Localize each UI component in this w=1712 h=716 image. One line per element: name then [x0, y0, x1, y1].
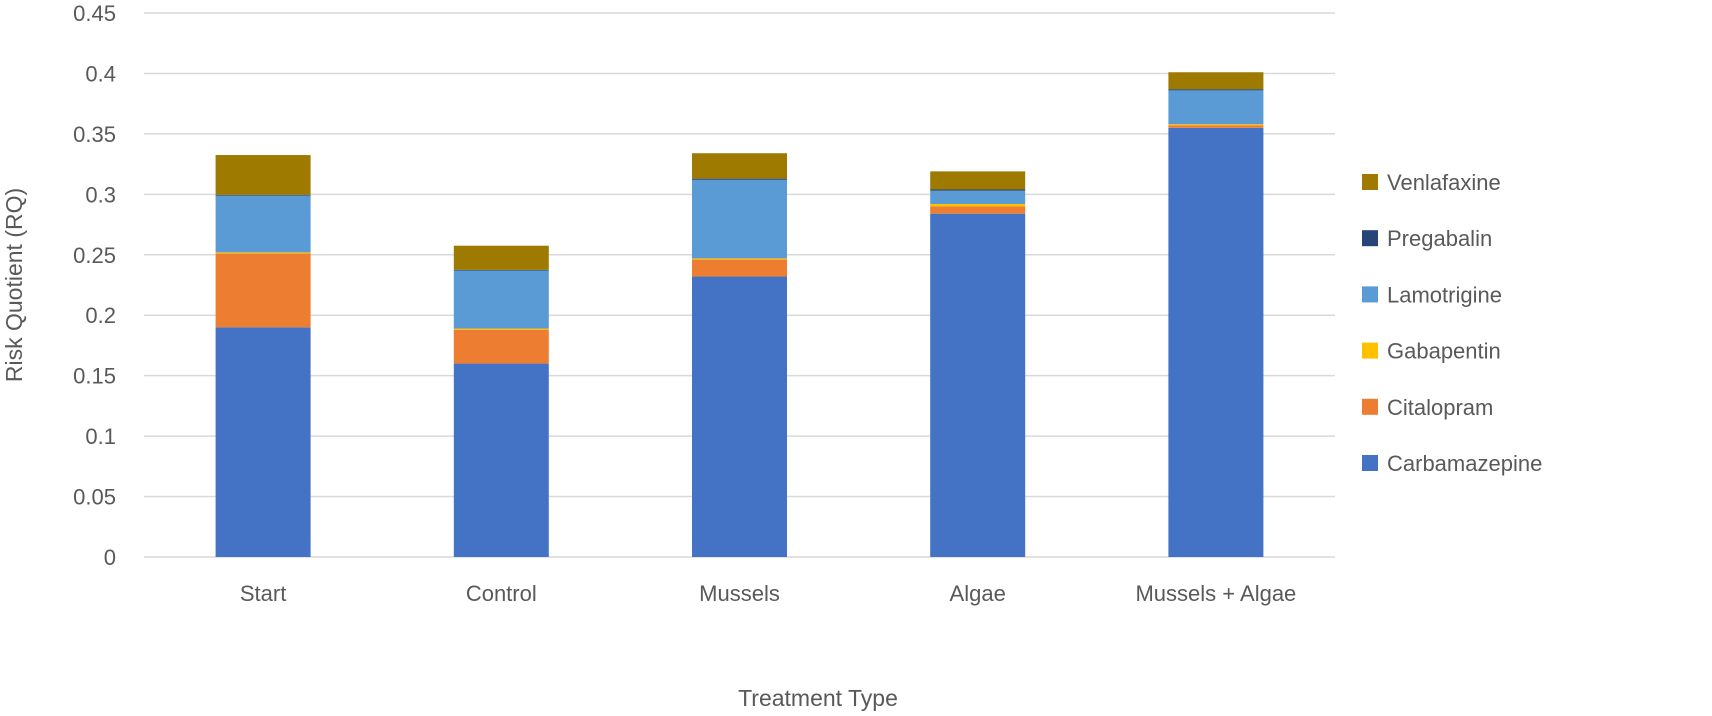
y-tick-label: 0.4	[85, 61, 116, 86]
y-axis-title: Risk Quotient (RQ)	[1, 188, 27, 382]
y-tick-label: 0.25	[73, 243, 116, 268]
x-tick-label: Start	[240, 581, 286, 606]
bar-mussels-algae-carbamazepine	[1168, 127, 1264, 557]
legend: Venlafaxine Pregabalin Lamotrigine Gabapent…	[1362, 170, 1542, 476]
bar-control-lamotrigine	[453, 270, 549, 329]
bar-control-citalopram	[453, 329, 549, 364]
x-tick-label: Algae	[950, 581, 1006, 606]
bar-start-venlafaxine	[215, 155, 311, 195]
bar-algae-lamotrigine	[930, 190, 1026, 205]
y-tick-label: 0.35	[73, 122, 116, 147]
bar-start-citalopram	[215, 253, 311, 328]
bars	[215, 72, 1264, 558]
legend-label-citalopram: Citalopram	[1387, 395, 1493, 420]
bar-mussels-carbamazepine	[692, 276, 787, 557]
legend-swatch-carbamazepine	[1362, 455, 1378, 471]
y-tick-label: 0.45	[73, 1, 116, 26]
bar-start-pregabalin	[215, 194, 311, 196]
bar-mussels-algae-venlafaxine	[1168, 72, 1264, 90]
y-tick-label: 0.2	[85, 303, 116, 328]
bar-mussels-algae-gabapentin	[1168, 124, 1264, 126]
bar-mussels-pregabalin	[692, 178, 787, 180]
legend-swatch-venlafaxine	[1362, 174, 1378, 190]
bar-mussels-gabapentin	[692, 258, 787, 260]
legend-label-lamotrigine: Lamotrigine	[1387, 282, 1502, 307]
legend-label-venlafaxine: Venlafaxine	[1387, 170, 1501, 195]
bar-algae-carbamazepine	[930, 213, 1026, 558]
bar-control-pregabalin	[453, 269, 549, 271]
legend-label-pregabalin: Pregabalin	[1387, 226, 1492, 251]
x-tick-label: Control	[466, 581, 537, 606]
legend-swatch-gabapentin	[1362, 342, 1378, 359]
bar-control-gabapentin	[453, 328, 549, 330]
x-axis-ticks: Start Control Mussels Algae Mussels + Algae	[240, 581, 1296, 606]
bar-algae-gabapentin	[930, 204, 1026, 207]
x-tick-label: Mussels + Algae	[1135, 581, 1296, 606]
bar-algae-pregabalin	[930, 189, 1026, 191]
bar-control-carbamazepine	[453, 363, 549, 557]
y-tick-label: 0.15	[73, 364, 116, 389]
bar-algae-venlafaxine	[930, 171, 1026, 190]
legend-label-gabapentin: Gabapentin	[1387, 339, 1501, 364]
bar-start-lamotrigine	[215, 195, 311, 253]
bar-mussels-algae-pregabalin	[1168, 89, 1264, 91]
bar-mussels-lamotrigine	[692, 179, 787, 259]
bar-mussels-venlafaxine	[692, 153, 787, 179]
legend-swatch-citalopram	[1362, 398, 1378, 415]
x-axis-title: Treatment Type	[738, 685, 898, 711]
y-axis-ticks: 0 0.05 0.1 0.15 0.2 0.25 0.3 0.35 0.4 0.45	[73, 1, 116, 570]
bar-start-carbamazepine	[215, 327, 311, 557]
legend-label-carbamazepine: Carbamazepine	[1387, 451, 1542, 476]
bar-algae-citalopram	[930, 206, 1026, 214]
legend-swatch-lamotrigine	[1362, 286, 1378, 303]
bar-mussels-algae-citalopram	[1168, 125, 1264, 128]
y-tick-label: 0.3	[85, 182, 116, 207]
bar-mussels-algae-lamotrigine	[1168, 90, 1264, 125]
y-tick-label: 0	[104, 545, 116, 570]
bar-control-venlafaxine	[453, 245, 549, 270]
bar-mussels-citalopram	[692, 259, 787, 277]
y-tick-label: 0.1	[85, 424, 116, 449]
bar-start-gabapentin	[215, 252, 311, 254]
y-tick-label: 0.05	[73, 485, 116, 510]
legend-swatch-pregabalin	[1362, 230, 1378, 247]
x-tick-label: Mussels	[699, 581, 780, 606]
